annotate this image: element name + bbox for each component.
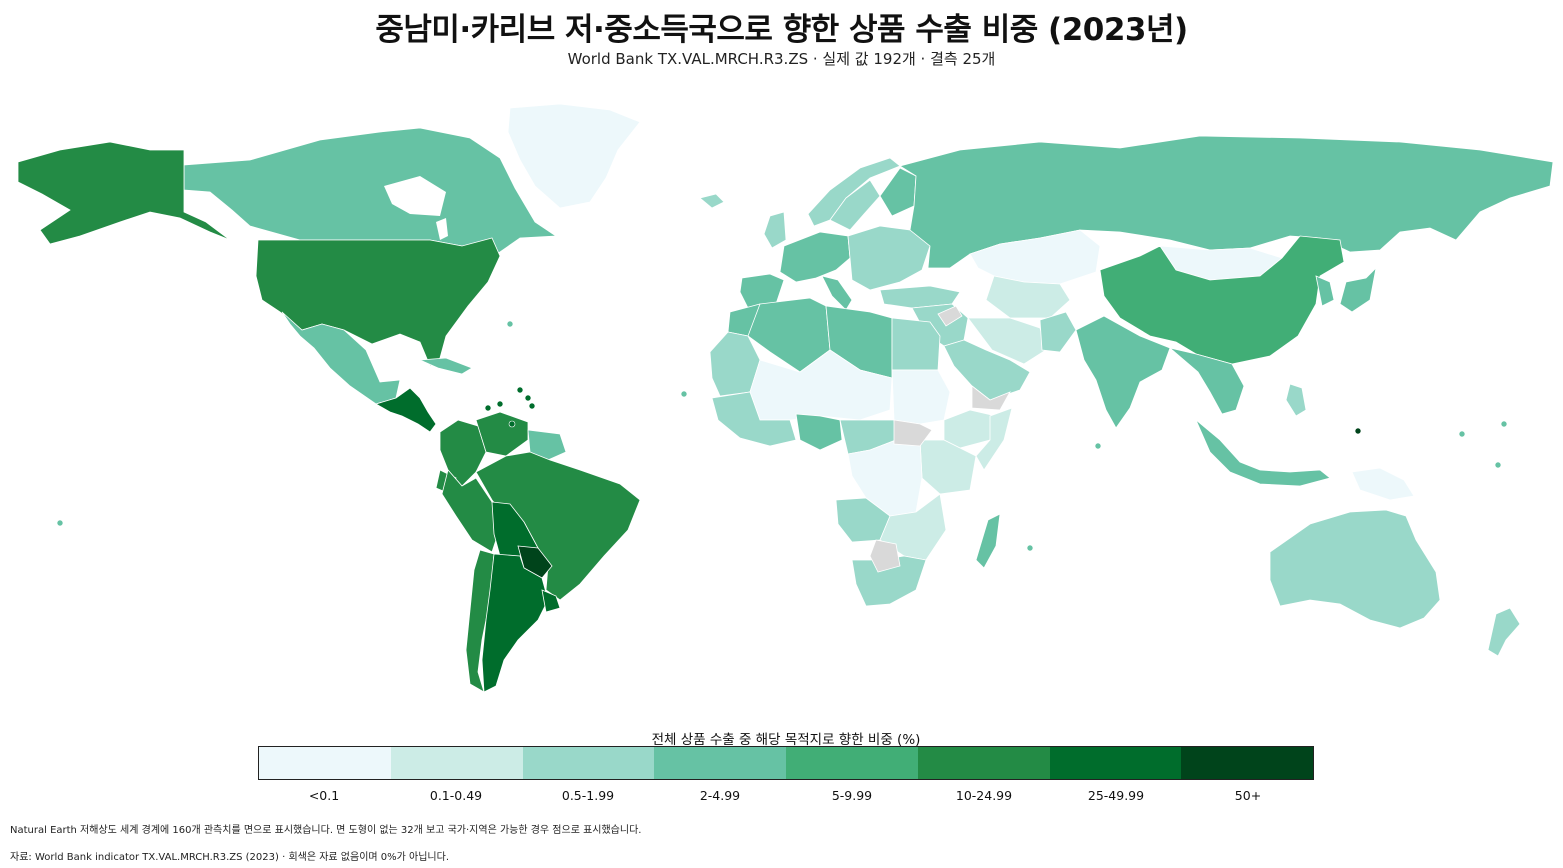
point-pacific-islands-5 (1500, 420, 1508, 428)
region-madagascar (975, 513, 1001, 569)
point-guam-0 (1354, 427, 1362, 435)
region-norway (807, 157, 901, 227)
region-india (1075, 315, 1171, 429)
region-arabian-peninsula (943, 339, 1031, 401)
region-syria (937, 305, 963, 327)
region-botswana (869, 539, 901, 573)
region-southeast-asia (1169, 347, 1245, 415)
region-uruguay (541, 589, 561, 613)
point-pacific-islands-2 (680, 390, 688, 398)
legend-swatch-3 (654, 747, 786, 779)
legend-label-3: 2-4.99 (699, 788, 741, 803)
point-caribbean-islands-3 (524, 394, 532, 402)
point-pacific-islands-1 (506, 320, 514, 328)
legend-labels: <0.1 0.1-0.49 0.5-1.99 2-4.99 5-9.99 10-24.99… (258, 788, 1314, 806)
region-cuba (419, 357, 473, 375)
legend-swatch-7 (1181, 747, 1313, 779)
region-china (1099, 235, 1345, 365)
lake-0 (384, 176, 446, 216)
point-pacific-islands-3 (1458, 430, 1466, 438)
footnote-source: 자료: World Bank indicator TX.VAL.MRCH.R3.… (10, 852, 450, 863)
legend-label-5: 10-24.99 (955, 788, 1013, 803)
point-pacific-islands-4 (1494, 461, 1502, 469)
region-central-america (374, 387, 437, 433)
point-pacific-islands-7 (1094, 442, 1102, 450)
legend-swatch-0 (259, 747, 391, 779)
legend-label-6: 25-49.99 (1087, 788, 1145, 803)
legend-label-1: 0.1-0.49 (429, 788, 483, 803)
point-pacific-islands-6 (1026, 544, 1034, 552)
legend-label-2: 0.5-1.99 (561, 788, 615, 803)
legend-swatch-6 (1049, 747, 1182, 779)
legend-title: 전체 상품 수출 중 해당 목적지로 향한 비중 (%) (651, 732, 921, 748)
region-eastern-europe (847, 225, 931, 291)
region-philippines (1285, 383, 1307, 417)
footnote-coverage: Natural Earth 저해상도 세계 경계에 160개 관측치를 면으로 … (10, 825, 642, 836)
point-caribbean-islands-4 (528, 402, 536, 410)
region-alaska-usa- (17, 141, 231, 245)
region-canada (183, 127, 558, 263)
color-legend-bar (258, 746, 1314, 780)
region-italy (821, 275, 853, 311)
region-new-zealand (1487, 607, 1521, 657)
legend-swatch-4 (786, 747, 918, 779)
point-caribbean-islands-1 (496, 400, 504, 408)
region-iceland (699, 193, 725, 209)
region-australia (1269, 509, 1441, 629)
point-caribbean-islands-0 (484, 404, 492, 412)
legend-label-4: 5-9.99 (831, 788, 873, 803)
legend-label-7: 50+ (1234, 788, 1262, 803)
region-dr-congo (847, 439, 923, 517)
legend-swatch-2 (522, 747, 655, 779)
map-subtitle: World Bank TX.VAL.MRCH.R3.ZS · 실제 값 192개… (567, 50, 996, 68)
region-south-sudan (893, 419, 933, 447)
region-western-europe (779, 231, 851, 283)
region-sudan (891, 369, 951, 425)
world-choropleth-map (17, 103, 1554, 693)
legend-label-0: <0.1 (308, 788, 340, 803)
region-united-states (255, 237, 501, 367)
point-caribbean-islands-5 (508, 420, 516, 428)
region-papua-new-guinea (1351, 467, 1415, 501)
region-korea (1315, 275, 1335, 307)
region-egypt (891, 317, 941, 371)
region-west-africa-coast (711, 391, 797, 447)
region-japan (1339, 266, 1377, 313)
point-pacific-islands-0 (56, 519, 64, 527)
region-pakistan (1039, 311, 1077, 353)
region-greenland (507, 103, 641, 209)
region-argentina (481, 553, 549, 693)
legend-swatch-1 (390, 747, 523, 779)
region-united-kingdom (763, 211, 787, 249)
map-title: 중남미·카리브 저·중소득국으로 향한 상품 수출 비중 (2023년) (375, 12, 1188, 48)
lake-1 (436, 218, 448, 240)
region-indonesia (1195, 419, 1331, 487)
legend-swatch-5 (917, 747, 1050, 779)
region-guianas (527, 429, 567, 461)
region-kazakhstan (969, 229, 1101, 285)
region-central-asia (985, 275, 1071, 319)
region-nigeria (795, 413, 843, 451)
region-yemen (971, 385, 1011, 411)
region-finland (879, 167, 917, 217)
region-east-africa (919, 439, 977, 495)
region-somalia (975, 407, 1013, 471)
point-caribbean-islands-2 (516, 386, 524, 394)
